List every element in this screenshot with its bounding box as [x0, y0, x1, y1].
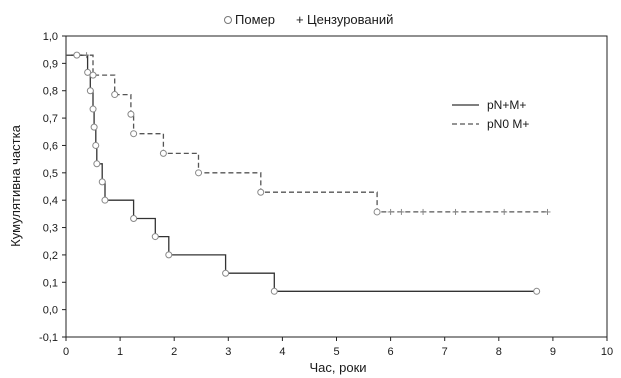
censored-marker-pn0-m-plus [544, 208, 551, 215]
top-legend-death-label: Помер [235, 12, 275, 27]
x-tick-label: 8 [496, 346, 502, 358]
death-marker-pn0-m-plus [89, 71, 97, 79]
death-marker-pn0-m-plus [373, 208, 381, 216]
y-tick-label: 0,2 [43, 250, 58, 262]
x-tick-label: 0 [63, 346, 69, 358]
death-marker-pn0-m-plus [127, 110, 135, 118]
series-layer [66, 51, 551, 295]
death-marker-pn-m-plus [270, 287, 278, 295]
death-marker-pn-m-plus [92, 141, 100, 149]
y-tick-label: 0,8 [43, 86, 58, 98]
x-tick-label: 2 [171, 346, 177, 358]
censored-marker-pn0-m-plus [83, 52, 90, 59]
y-tick-label: -0,1 [39, 332, 58, 344]
legend-label-pn-m-plus: pN+M+ [487, 98, 526, 112]
death-marker-pn-m-plus [222, 269, 230, 277]
death-marker-pn-m-plus [84, 68, 92, 76]
x-tick-label: 4 [279, 346, 285, 358]
y-tick-label: 0,5 [43, 168, 58, 180]
y-tick-label: 1,0 [43, 31, 58, 43]
inner-legend: pN+M+ pN0 M+ [452, 98, 529, 131]
censored-marker-pn0-m-plus [398, 208, 405, 215]
y-tick-label: 0,3 [43, 223, 58, 235]
survival-line-pn-m-plus [66, 54, 537, 292]
censored-marker-pn0-m-plus [501, 208, 508, 215]
death-marker-pn-m-plus [101, 196, 109, 204]
death-marker-pn0-m-plus [130, 130, 138, 138]
death-marker-pn0-m-plus [111, 91, 119, 99]
death-marker-pn-m-plus [86, 87, 94, 95]
death-marker-pn0-m-plus [257, 188, 265, 196]
x-tick-label: 1 [117, 346, 123, 358]
x-tick-label: 5 [333, 346, 339, 358]
death-marker-pn-m-plus [130, 215, 138, 223]
top-legend: Помер + Цензурований [224, 12, 393, 27]
x-axis: 0 1 2 3 4 5 6 7 8 9 10 [63, 337, 613, 358]
legend-label-pn0-m-plus: pN0 M+ [487, 117, 529, 131]
death-marker-pn0-m-plus [73, 51, 81, 59]
x-tick-label: 7 [442, 346, 448, 358]
censored-marker-pn0-m-plus [452, 208, 459, 215]
death-marker-pn0-m-plus [159, 149, 167, 157]
death-marker-pn-m-plus [165, 251, 173, 259]
death-marker-pn-m-plus [90, 123, 98, 131]
x-axis-title: Час, роки [309, 360, 366, 375]
death-marker-pn-m-plus [151, 233, 159, 241]
y-tick-label: 0,9 [43, 58, 58, 70]
y-tick-label: 0,0 [43, 305, 58, 317]
death-marker-pn-m-plus [93, 160, 101, 168]
death-marker-pn-m-plus [89, 105, 97, 113]
x-tick-label: 10 [601, 346, 613, 358]
death-marker-pn0-m-plus [195, 169, 203, 177]
top-legend-censored-marker: + [296, 12, 304, 27]
x-tick-label: 3 [225, 346, 231, 358]
y-tick-label: 0,6 [43, 140, 58, 152]
x-tick-label: 6 [388, 346, 394, 358]
top-legend-death-marker [224, 16, 232, 24]
top-legend-censored-label: Цензурований [307, 12, 393, 27]
censored-marker-pn0-m-plus [420, 208, 427, 215]
y-tick-label: 0,1 [43, 277, 58, 289]
y-axis-title: Кумулятивна частка [8, 124, 23, 246]
x-tick-label: 9 [550, 346, 556, 358]
survival-line-pn0-m-plus [66, 54, 548, 213]
y-tick-label: 0,4 [43, 195, 58, 207]
death-marker-pn-m-plus [98, 178, 106, 186]
y-axis: -0,1 0,0 0,1 0,2 0,3 0,4 0,5 0,6 0,7 0,8 0,9 1,0 [39, 31, 66, 344]
y-tick-label: 0,7 [43, 113, 58, 125]
censored-marker-pn0-m-plus [387, 208, 394, 215]
death-marker-pn-m-plus [533, 287, 541, 295]
